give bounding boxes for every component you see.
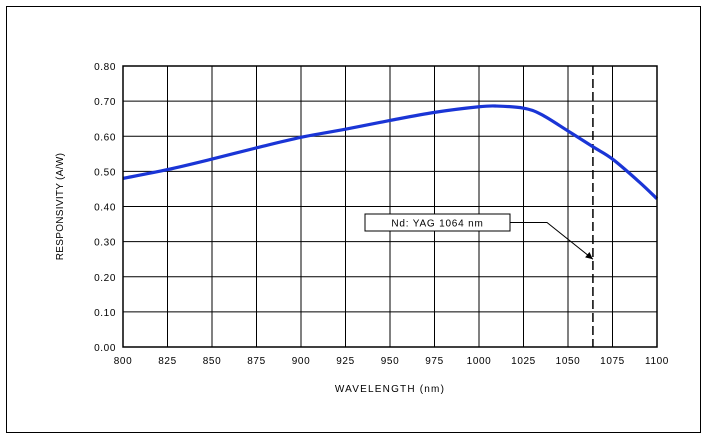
chart-frame: 800 825 850 875 900 925 950 975 1000 1025 1050 1075… xyxy=(6,6,701,433)
x-tick-label: 1025 xyxy=(511,356,536,367)
annotation-group: Nd: YAG 1064 nm xyxy=(364,213,594,260)
plot-border xyxy=(122,65,658,348)
grid xyxy=(122,65,658,348)
responsivity-chart: 800 825 850 875 900 925 950 975 1000 1025 1050 1075… xyxy=(55,62,669,395)
x-tick-label: 1100 xyxy=(645,356,669,367)
x-tick-label: 950 xyxy=(381,356,400,367)
x-tick-label: 825 xyxy=(158,356,177,367)
y-tick-label: 0.70 xyxy=(94,97,116,108)
x-tick-labels: 800 825 850 875 900 925 950 975 1000 1025 1050 1075… xyxy=(114,356,669,367)
x-tick-label: 800 xyxy=(114,356,133,367)
y-tick-label: 0.20 xyxy=(94,273,116,284)
x-tick-label: 875 xyxy=(247,356,266,367)
y-tick-label: 0.50 xyxy=(94,167,116,178)
series-group xyxy=(122,104,659,200)
y-tick-label: 0.10 xyxy=(94,308,116,319)
annotation-label: Nd: YAG 1064 nm xyxy=(391,219,483,230)
y-tick-label: 0.80 xyxy=(94,62,116,73)
y-tick-labels: 0.00 0.10 0.20 0.30 0.40 0.50 0.60 0.70 0.80 xyxy=(94,62,116,354)
x-tick-label: 850 xyxy=(203,356,222,367)
y-tick-label: 0.40 xyxy=(94,203,116,214)
y-axis-title: RESPONSIVITY (A/W) xyxy=(55,153,66,260)
y-tick-label: 0.00 xyxy=(94,343,116,354)
x-tick-label: 975 xyxy=(425,356,444,367)
annotation-arrowhead xyxy=(585,251,593,260)
x-tick-label: 1075 xyxy=(600,356,625,367)
y-tick-label: 0.60 xyxy=(94,132,116,143)
y-tick-label: 0.30 xyxy=(94,238,116,249)
x-axis-title: WAVELENGTH (nm) xyxy=(335,384,445,395)
responsivity-curve xyxy=(122,104,659,200)
x-tick-label: 925 xyxy=(336,356,355,367)
annotation-leader xyxy=(510,222,594,260)
x-tick-label: 900 xyxy=(292,356,311,367)
x-tick-label: 1000 xyxy=(467,356,492,367)
x-tick-label: 1050 xyxy=(556,356,581,367)
